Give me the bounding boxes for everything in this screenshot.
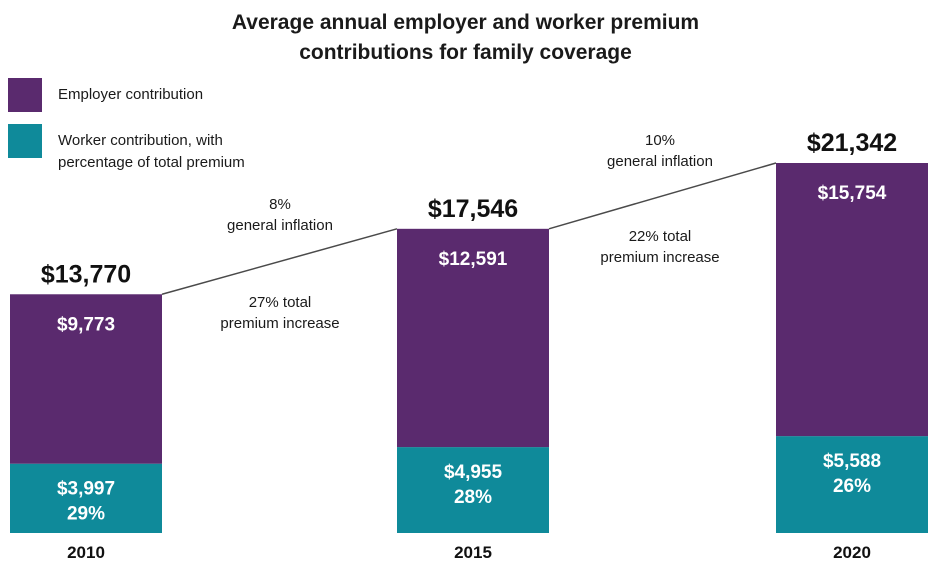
worker-value-label-2015: $4,955 <box>444 462 503 483</box>
bar-worker-2020 <box>776 436 928 533</box>
annotation-inflation-2015-2020-line-2: general inflation <box>607 153 713 170</box>
total-label-2010: $13,770 <box>41 260 131 288</box>
employer-value-label-2010: $9,773 <box>57 314 115 335</box>
annotation-inflation-2010-2015-line-2: general inflation <box>227 217 333 234</box>
legend-label-worker-line-1: Worker contribution, with <box>58 132 223 149</box>
worker-percent-label-2015: 28% <box>454 487 492 508</box>
annotation-increase-2015-2020-line-2: premium increase <box>600 249 720 266</box>
chart-title: Average annual employer and worker premi… <box>0 8 931 68</box>
annotation-inflation-2010-2015-line-1: 8% <box>269 196 291 213</box>
chart-title-line-2: contributions for family coverage <box>299 41 632 64</box>
total-label-2020: $21,342 <box>807 129 897 157</box>
annotation-increase-2015-2020: 22% total premium increase <box>565 226 755 268</box>
employer-value-label-2020: $15,754 <box>818 183 887 204</box>
legend-label-worker: Worker contribution, with percentage of … <box>58 130 245 174</box>
legend-swatch-worker <box>8 124 42 158</box>
employer-value-label-2015: $12,591 <box>439 249 508 270</box>
bar-employer-2020 <box>776 163 928 437</box>
worker-percent-label-2010: 29% <box>67 504 105 525</box>
bar-worker-2010 <box>10 463 162 533</box>
annotation-increase-2010-2015-line-2: premium increase <box>220 315 340 332</box>
worker-value-label-2010: $3,997 <box>57 479 115 500</box>
annotation-increase-2010-2015: 27% total premium increase <box>185 292 375 334</box>
connector-line-2010-2015 <box>161 228 398 295</box>
annotation-increase-2010-2015-line-1: 27% total <box>248 294 312 311</box>
bar-employer-2010 <box>10 294 162 464</box>
annotation-inflation-2015-2020-line-1: 10% <box>644 132 676 149</box>
bar-worker-2015 <box>397 447 549 533</box>
legend-label-employer: Employer contribution <box>58 86 204 103</box>
total-label-2015: $17,546 <box>428 195 518 223</box>
x-tick-label-2020: 2020 <box>833 543 871 562</box>
annotation-increase-2015-2020-line-1: 22% total <box>628 228 692 245</box>
legend-label-worker-line-2: percentage of total premium <box>58 154 245 171</box>
x-tick-label-2015: 2015 <box>454 543 492 562</box>
worker-value-label-2020: $5,588 <box>823 451 881 472</box>
connector-line-2015-2020 <box>548 162 777 230</box>
legend-swatch-employer <box>8 78 42 112</box>
annotation-inflation-2015-2020: 10% general inflation <box>570 130 750 172</box>
x-tick-label-2010: 2010 <box>67 543 105 562</box>
annotation-inflation-2010-2015: 8% general inflation <box>190 194 370 236</box>
worker-percent-label-2020: 26% <box>833 476 871 497</box>
bar-employer-2015 <box>397 228 549 448</box>
chart-title-line-1: Average annual employer and worker premi… <box>231 11 700 34</box>
